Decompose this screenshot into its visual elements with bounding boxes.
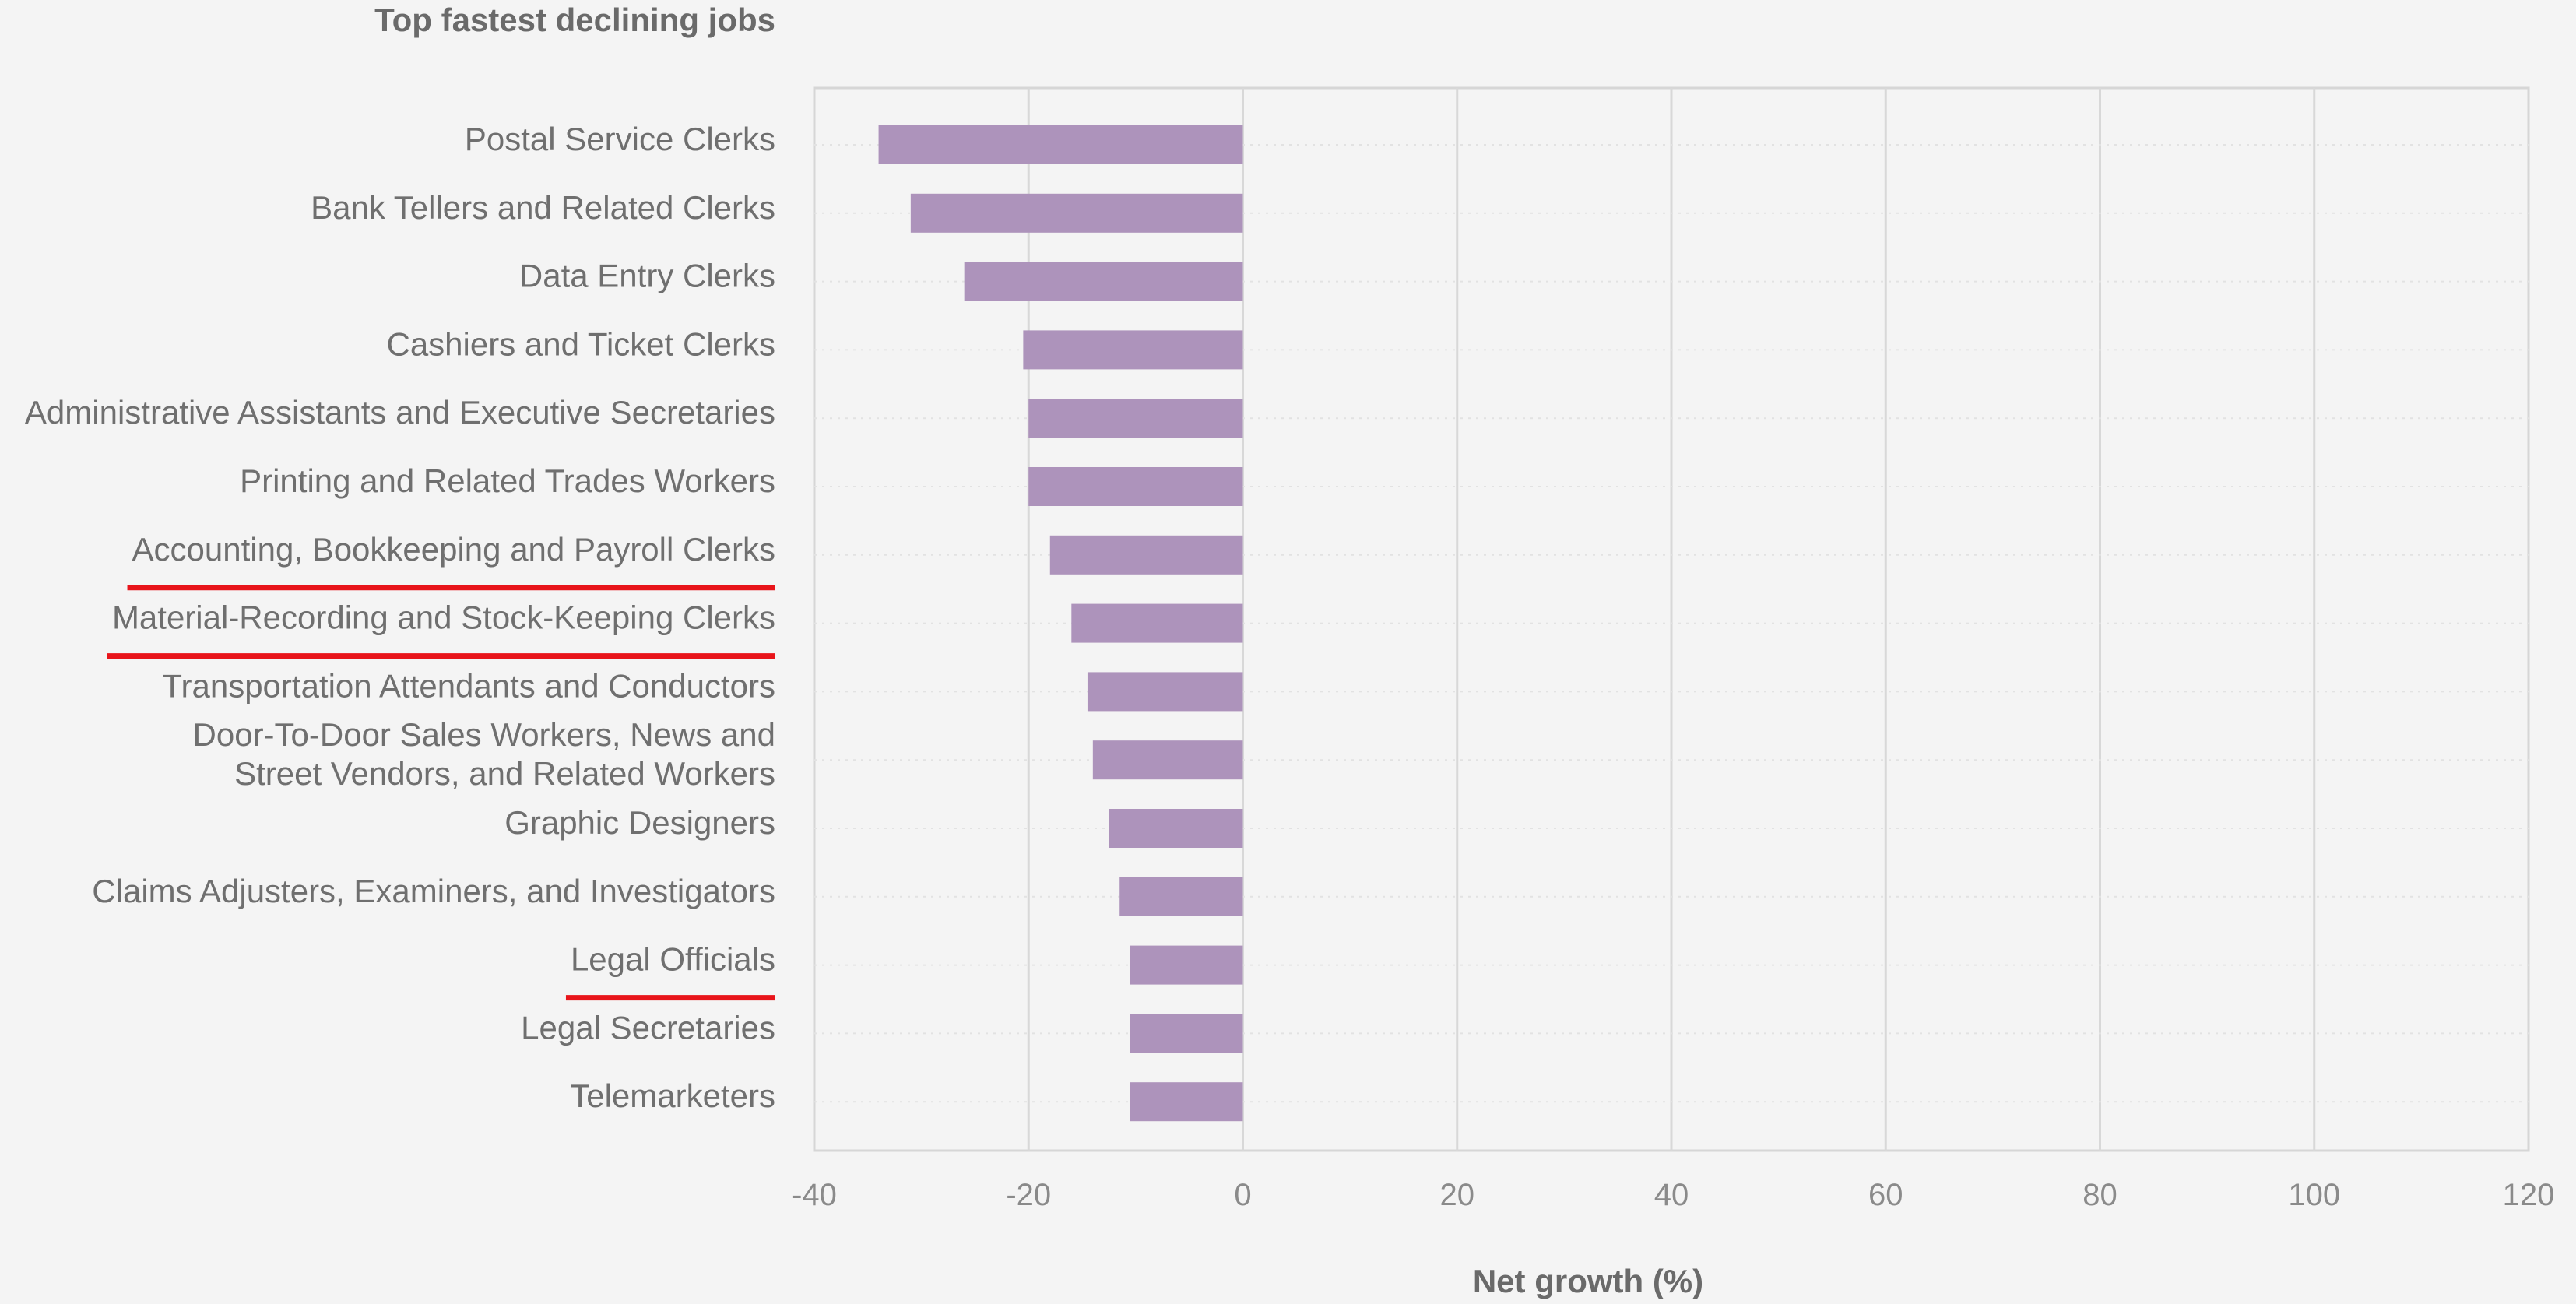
- x-tick-label: -40: [792, 1178, 837, 1212]
- x-tick-label: -20: [1006, 1178, 1051, 1212]
- category-label: Cashiers and Ticket Clerks: [386, 325, 775, 362]
- bar: [1130, 945, 1243, 985]
- category-label: Accounting, Bookkeeping and Payroll Cler…: [132, 531, 775, 568]
- bar: [1119, 877, 1243, 916]
- category-label: Printing and Related Trades Workers: [240, 462, 775, 499]
- highlight-underlines: [107, 585, 775, 1001]
- x-tick-label: 80: [2082, 1178, 2117, 1212]
- category-label: Legal Secretaries: [521, 1009, 775, 1046]
- category-label: Street Vendors, and Related Workers: [234, 755, 775, 792]
- chart-title: Top fastest declining jobs: [374, 2, 775, 38]
- bar: [1049, 535, 1243, 575]
- category-labels: Postal Service Clerks Bank Tellers and Re…: [25, 121, 775, 1114]
- bars-layer: [878, 125, 1243, 1122]
- bar: [1028, 399, 1243, 438]
- bar: [910, 193, 1243, 233]
- category-label: Claims Adjusters, Examiners, and Investi…: [92, 873, 775, 909]
- x-tick-label: 40: [1654, 1178, 1689, 1212]
- bar: [1087, 672, 1243, 712]
- bar: [1028, 467, 1243, 506]
- x-tick-label: 0: [1234, 1178, 1251, 1212]
- bar: [878, 125, 1243, 164]
- category-label: Legal Officials: [571, 941, 775, 978]
- bar: [1092, 740, 1243, 780]
- bar: [964, 262, 1243, 301]
- bar: [1130, 1082, 1243, 1122]
- category-label: Material-Recording and Stock-Keeping Cle…: [112, 599, 775, 636]
- category-label: Data Entry Clerks: [519, 258, 775, 294]
- category-label: Telemarketers: [570, 1077, 775, 1114]
- category-label: Postal Service Clerks: [465, 121, 775, 157]
- x-tick-label: 20: [1440, 1178, 1475, 1212]
- category-label: Administrative Assistants and Executive …: [25, 394, 775, 431]
- category-label: Bank Tellers and Related Clerks: [311, 189, 775, 226]
- bar: [1109, 809, 1243, 848]
- category-label: Door-To-Door Sales Workers, News and: [193, 716, 775, 753]
- x-axis-ticks: -40 -20 0 20 40 60 80 100 120: [792, 1178, 2554, 1212]
- bar: [1130, 1014, 1243, 1053]
- x-tick-label: 100: [2288, 1178, 2340, 1212]
- x-axis-title: Net growth (%): [1473, 1263, 1703, 1299]
- category-label: Transportation Attendants and Conductors: [162, 667, 775, 704]
- bar: [1071, 603, 1243, 643]
- bar: [1023, 330, 1243, 370]
- x-tick-label: 120: [2503, 1178, 2555, 1212]
- category-label: Graphic Designers: [504, 804, 775, 841]
- grid-layer: [813, 86, 2530, 1152]
- x-tick-label: 60: [1868, 1178, 1903, 1212]
